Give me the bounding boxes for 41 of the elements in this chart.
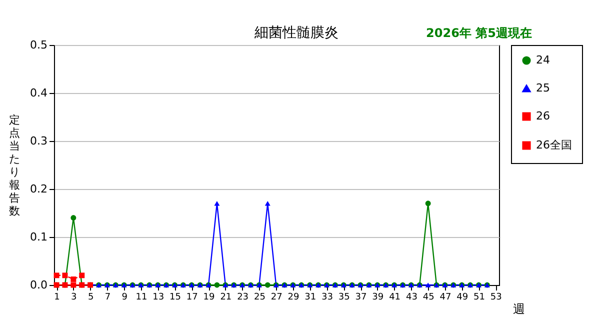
y-tick-label: 0.5 bbox=[30, 38, 48, 52]
x-tick-label: 21 bbox=[220, 292, 232, 302]
legend-label: 25 bbox=[536, 82, 550, 94]
x-tick-label: 41 bbox=[389, 292, 401, 302]
x-tick-label: 17 bbox=[186, 292, 198, 302]
y-tick-label: 0.4 bbox=[30, 86, 48, 100]
x-tick-label: 29 bbox=[288, 292, 300, 302]
legend-label: 24 bbox=[536, 54, 550, 66]
x-tick-label: 25 bbox=[254, 292, 266, 302]
x-tick-label: 23 bbox=[237, 292, 249, 302]
legend-label: 26全国 bbox=[536, 138, 572, 152]
y-tick-label: 0.3 bbox=[30, 134, 48, 148]
x-tick-label: 33 bbox=[322, 292, 333, 302]
x-tick-label: 3 bbox=[71, 292, 77, 302]
x-axis-title: 週 bbox=[513, 302, 525, 316]
x-tick-label: 45 bbox=[422, 292, 434, 302]
x-tick-label: 31 bbox=[304, 292, 316, 302]
x-tick-label: 49 bbox=[456, 292, 468, 302]
x-tick-label: 27 bbox=[270, 292, 282, 302]
y-axis-title: 定点当たり報告数 bbox=[9, 114, 20, 218]
x-tick-label: 19 bbox=[203, 292, 216, 302]
x-tick-label: 35 bbox=[338, 292, 350, 302]
y-tick-label: 0.0 bbox=[30, 278, 48, 292]
x-tick-label: 43 bbox=[406, 292, 418, 302]
x-tick-label: 53 bbox=[490, 292, 502, 302]
x-tick-label: 9 bbox=[122, 292, 128, 302]
legend-label: 26 bbox=[536, 110, 550, 122]
y-tick-label: 0.1 bbox=[30, 230, 48, 244]
x-tick-label: 39 bbox=[372, 292, 384, 302]
x-tick-label: 7 bbox=[104, 292, 111, 302]
y-tick-label: 0.2 bbox=[30, 182, 48, 196]
x-tick-label: 1 bbox=[54, 292, 60, 302]
chart-subtitle: 2026年 第5週現在 bbox=[426, 26, 532, 40]
x-tick-label: 51 bbox=[474, 292, 485, 302]
x-tick-label: 5 bbox=[88, 292, 94, 302]
x-tick-label: 13 bbox=[152, 292, 164, 302]
x-tick-label: 37 bbox=[355, 292, 367, 302]
x-tick-label: 47 bbox=[440, 292, 452, 302]
chart-title: 細菌性髄膜炎 bbox=[254, 25, 338, 41]
x-tick-label: 11 bbox=[136, 292, 148, 302]
x-tick-label: 15 bbox=[170, 292, 181, 302]
